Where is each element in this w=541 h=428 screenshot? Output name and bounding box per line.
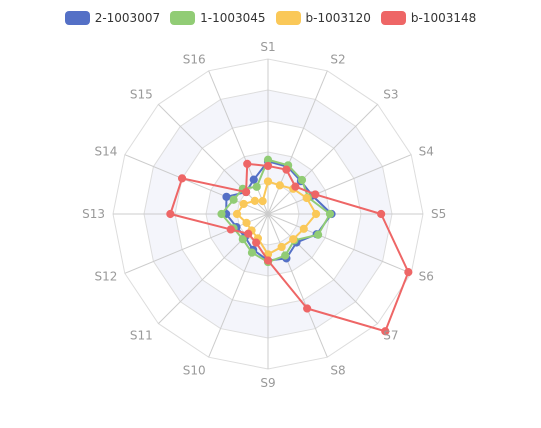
series-3-point-1[interactable]: [243, 159, 252, 168]
series-0-point-1[interactable]: [249, 175, 258, 184]
series-3-point-7[interactable]: [252, 238, 261, 247]
legend-label-2: b-1003120: [305, 11, 371, 25]
radar-series: [166, 155, 413, 336]
axis-label-0: S1: [260, 40, 275, 54]
legend-swatch-1: [170, 11, 196, 25]
axis-label-14: S3: [383, 88, 398, 102]
axis-label-9: S8: [330, 364, 345, 378]
axis-label-6: S11: [130, 328, 153, 342]
series-1-point-9[interactable]: [281, 251, 290, 260]
axis-label-8: S9: [260, 376, 275, 390]
series-2-point-1[interactable]: [258, 197, 267, 206]
series-3-point-6[interactable]: [244, 229, 253, 238]
radar-spoke-10: [267, 213, 378, 324]
legend-label-1: 1-1003045: [200, 11, 266, 25]
series-1-point-14[interactable]: [297, 175, 307, 185]
radar-spoke-9: [267, 213, 328, 358]
legend-swatch-0: [64, 11, 90, 25]
series-3-point-9[interactable]: [303, 304, 312, 313]
legend-item-0[interactable]: 2-1003007: [64, 11, 161, 25]
axis-label-2: S15: [130, 88, 153, 102]
axis-label-5: S12: [95, 269, 118, 283]
series-1-point-12[interactable]: [325, 209, 335, 219]
legend-swatch-3: [380, 11, 406, 25]
series-2-point-0[interactable]: [263, 177, 273, 186]
series-1-point-3[interactable]: [229, 195, 238, 204]
radar-axis-labels: S1 S16 S15 S14 S13 S12 S11 S10 S9 S8 S7 S6 S5 S4 S3 S2: [82, 40, 446, 390]
legend-swatch-2: [275, 11, 301, 25]
legend: 2-1003007 1-1003045 b-1003120 b-1003148: [0, 7, 541, 29]
legend-item-1[interactable]: 1-1003045: [170, 11, 266, 25]
axis-label-3: S14: [95, 145, 118, 159]
series-3-point-0[interactable]: [263, 161, 273, 171]
radar-axes: [113, 59, 423, 369]
series-2-point-12[interactable]: [311, 209, 321, 219]
series-2-point-5[interactable]: [242, 218, 251, 227]
series-0-point-3[interactable]: [222, 192, 231, 201]
series-3-point-10[interactable]: [381, 327, 390, 336]
series-3-point-3[interactable]: [177, 174, 187, 183]
series-2-point-15[interactable]: [275, 181, 284, 190]
axis-label-15: S2: [330, 52, 345, 66]
series-3-point-15[interactable]: [282, 165, 291, 174]
radar-spoke-15: [267, 70, 328, 215]
axis-label-13: S4: [419, 145, 434, 159]
series-2[interactable]: [232, 177, 321, 259]
series-1-point-4[interactable]: [217, 209, 226, 219]
series-1-point-7[interactable]: [247, 248, 257, 257]
series-2-point-13[interactable]: [302, 193, 311, 203]
series-3[interactable]: [166, 159, 413, 336]
radar-spoke-2: [158, 104, 269, 215]
radar-spoke-14: [267, 104, 378, 215]
series-2-point-3[interactable]: [239, 199, 248, 209]
series-3-point-12[interactable]: [377, 209, 386, 219]
radar-spoke-11: [267, 213, 412, 274]
series-3-point-2[interactable]: [241, 187, 251, 197]
series-3-point-8[interactable]: [263, 256, 273, 265]
series-1-point-11[interactable]: [314, 230, 323, 239]
legend-item-2[interactable]: b-1003120: [275, 11, 371, 25]
series-2-point-10[interactable]: [289, 235, 298, 244]
axis-label-7: S10: [183, 364, 206, 378]
legend-label-3: b-1003148: [410, 11, 477, 25]
series-2-point-11[interactable]: [299, 224, 308, 233]
axis-label-1: S16: [183, 52, 206, 66]
legend-label-0: 2-1003007: [94, 11, 161, 25]
axis-label-12: S5: [431, 207, 446, 221]
series-2-point-2[interactable]: [250, 196, 259, 205]
radar-spoke-13: [267, 154, 412, 215]
series-3-point-5[interactable]: [226, 225, 235, 234]
series-1-point-6[interactable]: [238, 235, 247, 244]
series-2-point-9[interactable]: [277, 242, 286, 252]
axis-label-4: S13: [82, 207, 105, 221]
legend-item-3[interactable]: b-1003148: [380, 11, 477, 25]
series-1-point-1[interactable]: [252, 182, 261, 191]
axis-label-11: S6: [419, 269, 434, 283]
series-3-point-11[interactable]: [404, 268, 413, 277]
series-3-point-14[interactable]: [291, 182, 300, 191]
axis-label-10: S7: [383, 328, 398, 342]
series-3-point-13[interactable]: [311, 190, 320, 199]
series-3-point-4[interactable]: [166, 209, 175, 219]
series-2-point-4[interactable]: [232, 209, 242, 219]
